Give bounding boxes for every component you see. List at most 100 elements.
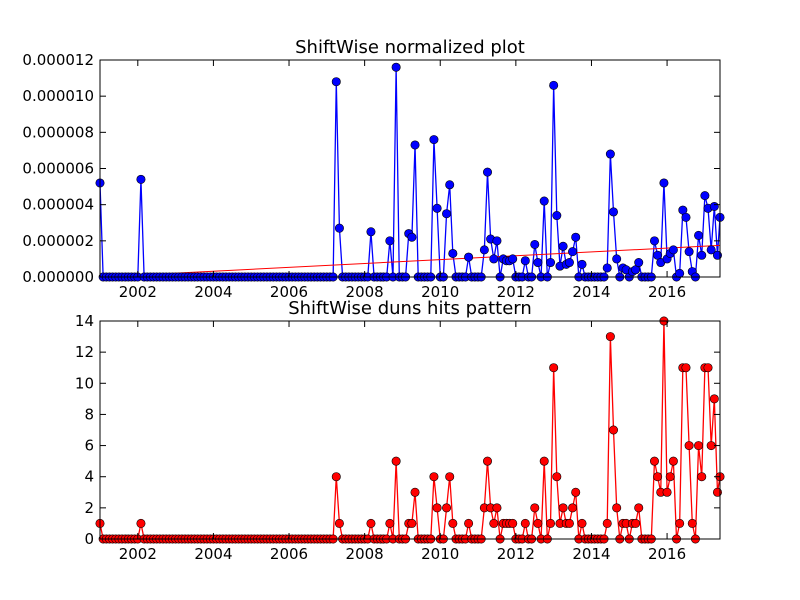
data-point bbox=[407, 232, 417, 242]
data-point bbox=[429, 135, 439, 145]
y-tick-label: 6 bbox=[84, 437, 94, 455]
data-point bbox=[136, 518, 146, 528]
x-tick-label: 2004 bbox=[194, 545, 232, 563]
data-point bbox=[482, 456, 492, 466]
y-tick-label: 8 bbox=[84, 405, 94, 423]
data-point bbox=[552, 472, 562, 482]
data-point bbox=[608, 207, 618, 217]
data-point bbox=[492, 236, 502, 246]
data-point bbox=[608, 425, 618, 435]
data-point bbox=[697, 472, 707, 482]
y-tick-label: 4 bbox=[84, 468, 94, 486]
data-point bbox=[687, 518, 697, 528]
data-point bbox=[508, 254, 518, 264]
y-tick-label: 10 bbox=[75, 374, 94, 392]
data-point bbox=[649, 456, 659, 466]
data-point bbox=[546, 258, 556, 268]
x-tick-label: 2012 bbox=[497, 283, 535, 301]
data-point bbox=[577, 518, 587, 528]
data-point bbox=[649, 236, 659, 246]
data-point bbox=[385, 518, 395, 528]
data-point bbox=[681, 363, 691, 373]
plot-area-normalized: 2002 2004 2006 2008 2010 2012 2014 2016 0.000000… bbox=[22, 51, 725, 301]
y-tick-label: 0.000012 bbox=[22, 51, 94, 69]
data-point bbox=[407, 518, 417, 528]
data-point bbox=[489, 254, 499, 264]
data-point bbox=[391, 62, 401, 72]
data-point bbox=[530, 239, 540, 249]
data-point bbox=[668, 456, 678, 466]
trend-line-0 bbox=[100, 244, 720, 277]
plot-background bbox=[100, 60, 720, 277]
data-point bbox=[668, 245, 678, 255]
y-tick-label: 0.000002 bbox=[22, 232, 94, 250]
data-point bbox=[136, 174, 146, 184]
data-point bbox=[659, 178, 669, 188]
data-point bbox=[385, 236, 395, 246]
data-point bbox=[577, 259, 587, 269]
data-point bbox=[681, 212, 691, 222]
x-tick-label: 2008 bbox=[346, 545, 384, 563]
chart-title-duns-hits: ShiftWise duns hits pattern bbox=[288, 298, 532, 319]
y-tick-label: 2 bbox=[84, 499, 94, 517]
data-point bbox=[552, 211, 562, 221]
data-point bbox=[533, 518, 543, 528]
data-point bbox=[539, 456, 549, 466]
data-point bbox=[558, 241, 568, 251]
chart-normalized: ShiftWise normalized plot 2002 2004 2006 20… bbox=[22, 37, 725, 301]
data-point bbox=[448, 248, 458, 258]
data-point bbox=[410, 487, 420, 497]
data-point bbox=[549, 363, 559, 373]
data-point bbox=[334, 518, 344, 528]
y-tick-label: 12 bbox=[75, 343, 94, 361]
data-point bbox=[520, 518, 530, 528]
y-tick-label: 0.000010 bbox=[22, 87, 94, 105]
data-point bbox=[549, 80, 559, 90]
plot-background bbox=[100, 321, 720, 539]
data-point bbox=[612, 503, 622, 513]
x-tick-label: 2016 bbox=[648, 283, 686, 301]
x-tick-label: 2004 bbox=[194, 283, 232, 301]
data-point bbox=[366, 518, 376, 528]
data-point bbox=[464, 518, 474, 528]
data-point bbox=[530, 503, 540, 513]
chart-title-normalized: ShiftWise normalized plot bbox=[295, 37, 525, 58]
x-tick-label: 2002 bbox=[119, 283, 157, 301]
data-point bbox=[612, 254, 622, 264]
y-tick-label: 0.000008 bbox=[22, 123, 94, 141]
x-tick-label: 2002 bbox=[119, 545, 157, 563]
data-point bbox=[634, 258, 644, 268]
data-point bbox=[432, 503, 442, 513]
x-tick-label: 2010 bbox=[421, 545, 459, 563]
data-point bbox=[634, 503, 644, 513]
data-point bbox=[694, 230, 704, 240]
data-point bbox=[568, 503, 578, 513]
data-point bbox=[675, 268, 685, 278]
x-tick-label: 2012 bbox=[497, 545, 535, 563]
data-point bbox=[432, 203, 442, 213]
x-tick-label: 2010 bbox=[421, 283, 459, 301]
data-point bbox=[331, 77, 341, 87]
data-point bbox=[331, 472, 341, 482]
data-point bbox=[445, 180, 455, 190]
data-point bbox=[391, 456, 401, 466]
axes-frame bbox=[99, 320, 721, 540]
data-point bbox=[653, 472, 663, 482]
data-point bbox=[520, 256, 530, 266]
chart-duns-hits: ShiftWise duns hits pattern 2002 2004 2006… bbox=[75, 298, 725, 563]
data-point bbox=[605, 149, 615, 159]
data-point bbox=[564, 518, 574, 528]
data-point bbox=[464, 252, 474, 262]
x-tick-label: 2006 bbox=[270, 283, 308, 301]
data-point bbox=[445, 472, 455, 482]
data-point bbox=[684, 441, 694, 451]
data-point bbox=[709, 201, 719, 211]
data-point bbox=[489, 518, 499, 528]
x-tick-label: 2014 bbox=[572, 283, 610, 301]
data-point bbox=[429, 472, 439, 482]
data-point bbox=[602, 263, 612, 273]
data-point bbox=[665, 472, 675, 482]
data-point bbox=[571, 232, 581, 242]
data-point bbox=[533, 258, 543, 268]
data-point bbox=[700, 191, 710, 201]
